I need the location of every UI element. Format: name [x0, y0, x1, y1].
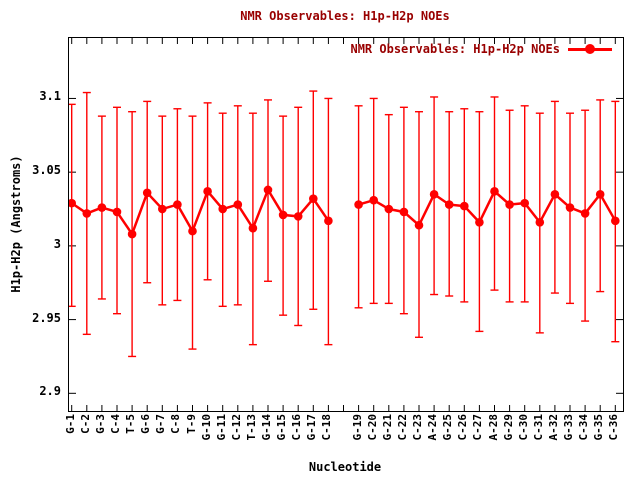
- x-tick-label: G-11: [214, 414, 228, 441]
- data-point: [354, 200, 363, 209]
- x-tick-label: T-5: [124, 414, 138, 434]
- y-tick-label: 2.9: [39, 384, 61, 399]
- data-point: [565, 203, 575, 212]
- x-tick-label: A-24: [426, 414, 440, 441]
- x-tick-label: C-34: [577, 414, 591, 441]
- data-point: [505, 200, 514, 209]
- x-tick-label: G-33: [562, 414, 575, 441]
- x-tick-label: G-25: [441, 414, 455, 441]
- data-point: [369, 195, 379, 205]
- data-point: [550, 189, 560, 199]
- chart-title: NMR Observables: H1p-H2p NOEs: [240, 9, 450, 23]
- data-point: [233, 200, 243, 209]
- data-point: [263, 185, 273, 195]
- data-point: [460, 201, 469, 211]
- x-tick-label: A-32: [546, 414, 560, 441]
- x-tick-label: C-4: [109, 414, 122, 434]
- data-point: [112, 207, 122, 217]
- x-tick-label: C-2: [78, 414, 92, 434]
- x-tick-label: G-17: [305, 414, 319, 441]
- data-point: [142, 188, 152, 198]
- series-line: [70, 187, 330, 237]
- data-point: [414, 220, 424, 230]
- x-tick-label: G-1: [63, 414, 77, 434]
- x-tick-label: C-26: [456, 414, 470, 441]
- y-tick-label: 2.95: [32, 310, 61, 325]
- x-tick-label: G-35: [592, 414, 606, 441]
- data-point: [158, 204, 167, 214]
- data-point: [324, 216, 333, 226]
- chart-canvas: [69, 38, 623, 411]
- data-point: [97, 203, 107, 212]
- data-point: [69, 198, 76, 208]
- data-point: [429, 189, 439, 199]
- y-tick-label: 3: [53, 236, 61, 251]
- x-tick-label: T-13: [244, 414, 258, 441]
- data-point: [384, 204, 394, 214]
- data-point: [490, 187, 499, 196]
- data-point: [127, 229, 137, 239]
- legend-dot-icon: [585, 44, 595, 54]
- data-point: [580, 209, 590, 218]
- series-line: [358, 189, 617, 228]
- data-point: [535, 217, 545, 227]
- x-tick-label: G-21: [380, 414, 394, 441]
- x-tick-label: C-22: [395, 414, 409, 441]
- x-tick-label: G-3: [93, 414, 107, 434]
- data-point: [611, 216, 620, 226]
- data-point: [520, 198, 529, 208]
- x-tick-label: A-28: [486, 414, 500, 441]
- x-tick-label: C-12: [229, 414, 243, 441]
- y-tick-label: 3.05: [32, 163, 61, 178]
- legend-label: NMR Observables: H1p-H2p NOEs: [350, 42, 560, 56]
- data-point: [475, 217, 484, 227]
- y-tick-label: 3.1: [39, 89, 61, 104]
- legend-series-marker-icon: [568, 43, 612, 55]
- x-tick-label: T-9: [184, 414, 198, 434]
- x-tick-label: G-14: [260, 414, 273, 441]
- data-point: [444, 200, 454, 209]
- data-point: [595, 189, 605, 199]
- x-tick-label: G-6: [139, 414, 153, 434]
- x-tick-label: C-16: [290, 414, 304, 441]
- x-tick-label: C-18: [320, 414, 334, 441]
- data-point: [203, 187, 212, 196]
- data-point: [248, 223, 258, 233]
- x-tick-label: G-15: [275, 414, 289, 441]
- x-tick-label: C-31: [531, 414, 545, 441]
- x-tick-label: G-10: [199, 414, 213, 441]
- x-tick-label: G-7: [154, 414, 168, 434]
- data-point: [218, 204, 227, 214]
- x-tick-label: G-19: [350, 414, 364, 441]
- data-point: [278, 210, 288, 220]
- x-tick-label: C-27: [471, 414, 485, 441]
- legend: NMR Observables: H1p-H2p NOEs: [350, 42, 612, 56]
- x-tick-label: G-29: [501, 414, 515, 441]
- x-tick-label: C-20: [365, 414, 379, 441]
- data-point: [173, 200, 182, 209]
- data-point: [188, 226, 197, 236]
- x-axis-label: Nucleotide: [308, 460, 382, 474]
- data-point: [399, 207, 409, 217]
- data-point: [309, 194, 318, 203]
- data-point: [82, 209, 92, 218]
- x-tick-label: C-36: [607, 414, 621, 441]
- data-point: [293, 212, 303, 221]
- x-tick-label: C-30: [516, 414, 530, 441]
- x-tick-label: C-23: [411, 414, 424, 441]
- plot-area: [68, 37, 624, 412]
- x-tick-label: C-8: [169, 414, 183, 434]
